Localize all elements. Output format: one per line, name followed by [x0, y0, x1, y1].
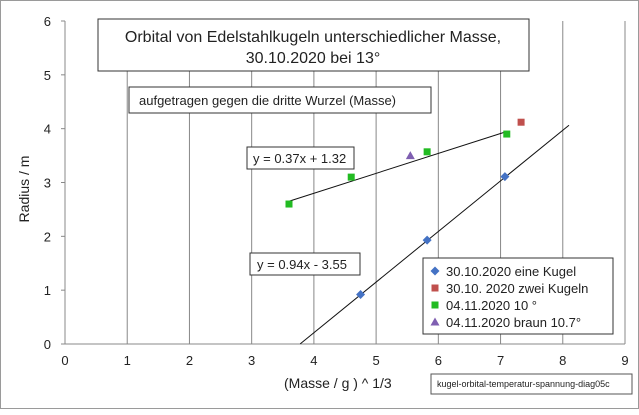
y-tick-labels: 0 1 2 3 4 5 6: [44, 14, 51, 352]
data-point-series-3: [423, 148, 431, 156]
x-tick-label: 0: [61, 353, 68, 368]
legend-label-2: 30.10. 2020 zwei Kugeln: [446, 281, 588, 296]
annotation-text: aufgetragen gegen die dritte Wurzel (Mas…: [139, 93, 396, 108]
trendlines: [288, 124, 570, 345]
data-point-series-3: [347, 173, 355, 181]
chart-title-line-2: 30.10.2020 bei 13°: [246, 50, 381, 67]
y-tick-label: 3: [44, 176, 51, 191]
data-point-series-2: [517, 118, 525, 126]
trendline-1: [288, 131, 507, 202]
x-tick-label: 9: [621, 353, 628, 368]
legend-label-4: 04.11.2020 braun 10.7°: [446, 315, 581, 330]
x-axis-title: (Masse / g ) ^ 1/3: [284, 375, 392, 391]
data-point-series-4: [405, 151, 415, 160]
legend-marker-1: [430, 266, 440, 276]
x-tick-labels: 0 1 2 3 4 5 6 7 8 9: [61, 353, 628, 368]
x-tick-label: 7: [497, 353, 504, 368]
legend-label-1: 30.10.2020 eine Kugel: [446, 264, 576, 279]
gridlines: [126, 21, 626, 344]
trendline-equation-2: y = 0.94x - 3.55: [257, 257, 347, 272]
chart-title-line-1: Orbital von Edelstahlkugeln unterschiedl…: [125, 29, 501, 46]
equation-box-1: [246, 146, 355, 170]
x-tick-label: 8: [559, 353, 566, 368]
y-tick-label: 5: [44, 68, 51, 83]
y-tick-label: 2: [44, 229, 51, 244]
y-axis-title: Radius / m: [16, 156, 32, 223]
legend-marker-4: [430, 317, 440, 326]
trendline-equation-1: y = 0.37x + 1.32: [253, 151, 346, 166]
x-tick-label: 1: [124, 353, 131, 368]
data-point-series-1: [500, 172, 510, 182]
annotation-box: [128, 86, 432, 114]
trendline-2: [299, 124, 570, 345]
legend-marker-3: [431, 301, 439, 309]
y-tick-label: 1: [44, 283, 51, 298]
axes: [61, 20, 625, 345]
data-point-series-1: [422, 235, 432, 245]
y-tick-label: 0: [44, 337, 51, 352]
y-tick-label: 6: [44, 14, 51, 29]
data-points: [285, 118, 525, 299]
x-tick-label: 5: [372, 353, 379, 368]
data-point-series-3: [285, 200, 293, 208]
x-tick-label: 3: [248, 353, 255, 368]
data-point-series-1: [356, 289, 366, 299]
legend-marker-2: [431, 284, 439, 292]
legend: 30.10.2020 eine Kugel 30.10. 2020 zwei Ku…: [430, 264, 588, 330]
data-point-series-3: [503, 130, 511, 138]
title-box: [97, 18, 530, 72]
filename-box: [430, 373, 633, 395]
filename-label: kugel-orbital-temperatur-spannung-diag05…: [437, 379, 610, 389]
legend-label-3: 04.11.2020 10 °: [446, 298, 537, 313]
legend-box: [422, 257, 614, 335]
x-tick-label: 6: [435, 353, 442, 368]
x-tick-label: 4: [310, 353, 317, 368]
x-tick-label: 2: [186, 353, 193, 368]
y-tick-label: 4: [44, 122, 51, 137]
equation-box-2: [249, 252, 361, 276]
